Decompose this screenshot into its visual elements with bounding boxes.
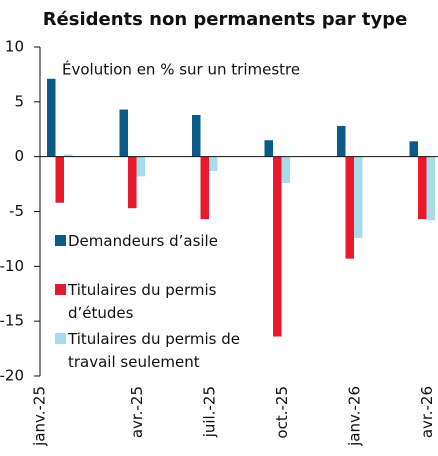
bar <box>47 78 56 157</box>
y-tick-label: -10 <box>0 257 24 275</box>
chart-title: Résidents non permanents par type <box>43 9 408 30</box>
bar <box>209 156 218 171</box>
bar <box>418 156 427 220</box>
bar <box>128 156 137 209</box>
bar <box>64 154 73 157</box>
bar <box>281 156 290 183</box>
x-tick-label: avr.-25 <box>128 386 146 438</box>
y-tick-label: 5 <box>14 92 24 110</box>
x-tick-label: janv.-25 <box>31 386 49 447</box>
legend-label: Demandeurs d’asile <box>68 232 218 250</box>
y-tick-label: 0 <box>14 147 24 165</box>
bar <box>354 156 363 238</box>
x-tick-label: oct.-25 <box>273 386 291 439</box>
legend-swatch <box>55 235 66 246</box>
y-tick-label: -5 <box>9 202 24 220</box>
bar <box>136 156 145 177</box>
x-tick-label: juil.-25 <box>201 386 219 438</box>
bar <box>337 125 346 157</box>
y-tick-label: -20 <box>0 367 24 385</box>
bar <box>264 140 273 157</box>
bar <box>55 156 64 203</box>
legend-label: Titulaires du permis de travail seulemen… <box>68 330 240 371</box>
bar <box>409 141 418 157</box>
bar <box>273 156 282 337</box>
bar <box>192 114 201 157</box>
y-tick-label: -15 <box>0 312 24 330</box>
legend-swatch <box>55 284 66 295</box>
bar <box>119 109 128 157</box>
legend-swatch <box>55 333 66 344</box>
legend-label: Titulaires du permis d’études <box>68 281 217 322</box>
annotation: Évolution en % sur un trimestre <box>62 60 300 79</box>
x-tick-label: janv.-26 <box>346 386 364 447</box>
x-tick-label: avr.-26 <box>418 386 436 438</box>
bar <box>200 156 209 220</box>
bar <box>426 156 435 221</box>
y-tick-label: 10 <box>5 38 24 56</box>
bar <box>345 156 354 259</box>
